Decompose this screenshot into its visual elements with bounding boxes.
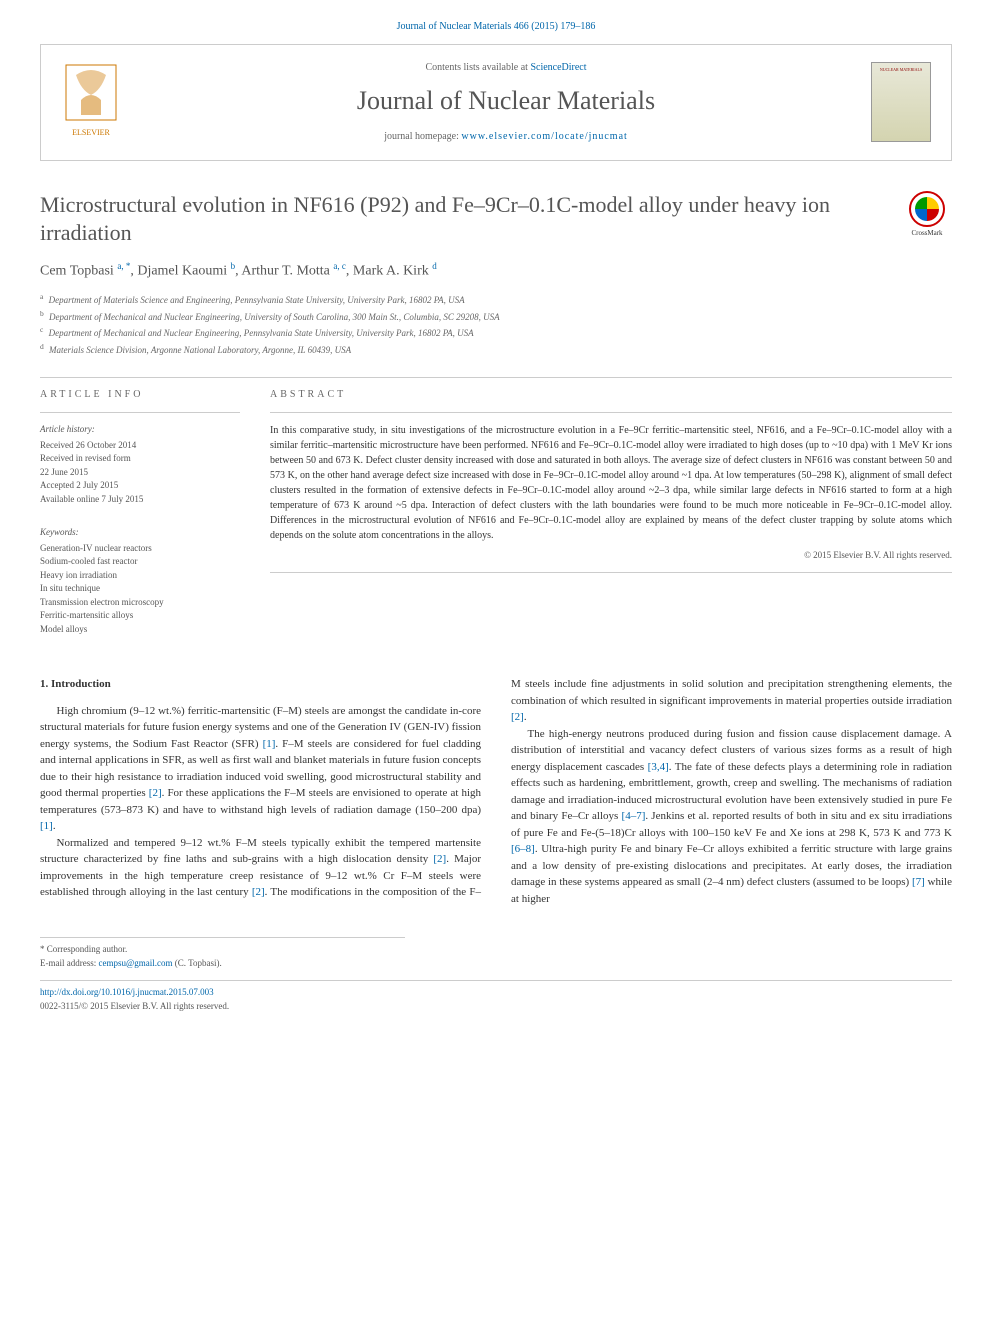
keyword: Generation-IV nuclear reactors (40, 542, 240, 556)
journal-name: Journal of Nuclear Materials (141, 83, 871, 119)
authors: Cem Topbasi a, *, Djamel Kaoumi b, Arthu… (40, 260, 952, 281)
citation-ref[interactable]: [2] (252, 886, 265, 898)
history-line: Accepted 2 July 2015 (40, 479, 240, 493)
citation-ref[interactable]: [4–7] (622, 810, 646, 822)
keywords-block: Keywords: Generation-IV nuclear reactors… (40, 526, 240, 636)
citation-header: Journal of Nuclear Materials 466 (2015) … (40, 20, 952, 34)
cover-label: NUCLEAR MATERIALS (874, 67, 928, 73)
affiliation-line: c Department of Mechanical and Nuclear E… (40, 324, 952, 341)
divider (40, 377, 952, 378)
body-paragraph: The high-energy neutrons produced during… (511, 726, 952, 908)
contents-line: Contents lists available at ScienceDirec… (141, 61, 871, 75)
history-line: Available online 7 July 2015 (40, 493, 240, 507)
history-line: Received in revised form (40, 452, 240, 466)
citation-ref[interactable]: [3,4] (648, 761, 669, 773)
citation-ref[interactable]: [7] (912, 876, 925, 888)
contents-prefix: Contents lists available at (425, 62, 530, 73)
divider (270, 572, 952, 573)
history-label: Article history: (40, 423, 240, 437)
keyword: Model alloys (40, 623, 240, 637)
citation-ref[interactable]: [2] (511, 711, 524, 723)
crossmark-badge[interactable]: CrossMark (902, 191, 952, 239)
citation-ref[interactable]: [1] (40, 820, 53, 832)
divider (40, 412, 240, 413)
citation-ref[interactable]: [2] (433, 853, 446, 865)
section-heading-intro: 1. Introduction (40, 676, 481, 693)
citation-ref[interactable]: [1] (263, 738, 276, 750)
doi-block: http://dx.doi.org/10.1016/j.jnucmat.2015… (40, 980, 952, 1013)
citation-ref[interactable]: [6–8] (511, 843, 535, 855)
journal-homepage: journal homepage: www.elsevier.com/locat… (141, 130, 871, 144)
crossmark-label: CrossMark (911, 229, 942, 237)
keyword: Ferritic-martensitic alloys (40, 609, 240, 623)
abstract-copyright: © 2015 Elsevier B.V. All rights reserved… (270, 549, 952, 562)
keywords-label: Keywords: (40, 526, 240, 540)
svg-text:ELSEVIER: ELSEVIER (72, 128, 110, 137)
corr-email[interactable]: cempsu@gmail.com (98, 958, 172, 968)
article-history: Article history: Received 26 October 201… (40, 423, 240, 506)
body-paragraph: High chromium (9–12 wt.%) ferritic-marte… (40, 703, 481, 835)
divider (270, 412, 952, 413)
corr-email-name: (C. Topbasi). (173, 958, 222, 968)
article-info-label: ARTICLE INFO (40, 388, 240, 402)
homepage-prefix: journal homepage: (384, 131, 461, 142)
issn-copyright: 0022-3115/© 2015 Elsevier B.V. All right… (40, 1000, 952, 1014)
title-row: Microstructural evolution in NF616 (P92)… (40, 191, 952, 248)
corr-label: * Corresponding author. (40, 943, 405, 957)
keyword: Heavy ion irradiation (40, 569, 240, 583)
abstract-label: ABSTRACT (270, 388, 952, 402)
info-abstract-row: ARTICLE INFO Article history: Received 2… (40, 388, 952, 636)
page-footer: * Corresponding author. E-mail address: … (40, 937, 952, 1013)
sciencedirect-link[interactable]: ScienceDirect (530, 62, 586, 73)
crossmark-icon (909, 191, 945, 227)
journal-banner: ELSEVIER Contents lists available at Sci… (40, 44, 952, 161)
abstract-column: ABSTRACT In this comparative study, in s… (270, 388, 952, 636)
doi-link[interactable]: http://dx.doi.org/10.1016/j.jnucmat.2015… (40, 986, 952, 1000)
email-label: E-mail address: (40, 958, 98, 968)
affiliation-line: d Materials Science Division, Argonne Na… (40, 341, 952, 358)
affiliation-line: b Department of Mechanical and Nuclear E… (40, 308, 952, 325)
elsevier-logo: ELSEVIER (61, 60, 121, 145)
affiliation-line: a Department of Materials Science and En… (40, 291, 952, 308)
body-text: 1. Introduction High chromium (9–12 wt.%… (40, 676, 952, 907)
banner-center: Contents lists available at ScienceDirec… (141, 61, 871, 143)
history-line: Received 26 October 2014 (40, 439, 240, 453)
abstract-text: In this comparative study, in situ inves… (270, 423, 952, 543)
article-title: Microstructural evolution in NF616 (P92)… (40, 191, 882, 248)
affiliations: a Department of Materials Science and En… (40, 291, 952, 357)
keyword: Transmission electron microscopy (40, 596, 240, 610)
keyword: Sodium-cooled fast reactor (40, 555, 240, 569)
corresponding-author: * Corresponding author. E-mail address: … (40, 937, 405, 970)
homepage-link[interactable]: www.elsevier.com/locate/jnucmat (461, 131, 627, 142)
journal-cover-thumb: NUCLEAR MATERIALS (871, 62, 931, 142)
article-info-column: ARTICLE INFO Article history: Received 2… (40, 388, 240, 636)
history-line: 22 June 2015 (40, 466, 240, 480)
keyword: In situ technique (40, 582, 240, 596)
citation-ref[interactable]: [2] (149, 787, 162, 799)
